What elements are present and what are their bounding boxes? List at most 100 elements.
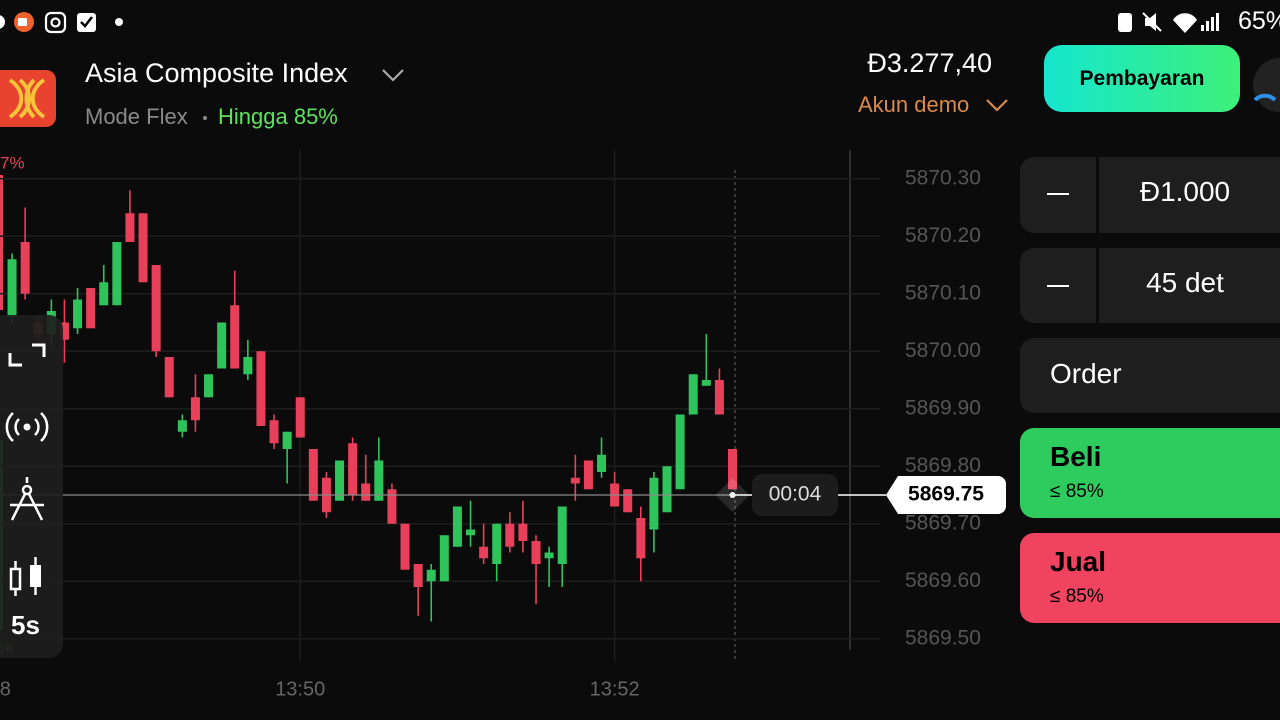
battery-level: 65% xyxy=(1238,7,1280,35)
candle-body xyxy=(439,535,449,582)
sell-payout[interactable]: ≤ 85% xyxy=(1050,586,1104,607)
buy-label[interactable]: Beli xyxy=(1050,441,1102,472)
order-field[interactable] xyxy=(1020,338,1280,413)
candle-body xyxy=(230,305,240,369)
candle-body xyxy=(99,282,109,306)
candle-body xyxy=(492,523,502,564)
candle-body xyxy=(308,449,318,501)
y-tick-label: 5869.60 xyxy=(905,569,981,592)
candle-body xyxy=(361,483,371,501)
candle-body xyxy=(204,374,214,398)
candle-body xyxy=(400,523,410,570)
candle-body xyxy=(177,420,187,432)
candle-body xyxy=(518,523,528,541)
candle-body xyxy=(479,546,489,559)
balance: Đ3.277,40 xyxy=(867,48,992,78)
y-tick-label: 5869.50 xyxy=(905,626,981,649)
trade-mode: Mode Flex xyxy=(85,104,188,129)
asset-name[interactable]: Asia Composite Index xyxy=(85,58,348,88)
account-dropdown[interactable] xyxy=(985,96,1009,114)
sell-sentiment-bar xyxy=(0,175,3,310)
divider xyxy=(1096,157,1099,233)
chart-type-icon[interactable] xyxy=(9,557,41,596)
y-tick-label: 5869.90 xyxy=(905,396,981,419)
candle-body xyxy=(557,506,567,564)
sell-button[interactable] xyxy=(1020,533,1280,623)
candle-body xyxy=(466,529,476,536)
buy-button[interactable] xyxy=(1020,428,1280,518)
toolbar xyxy=(0,315,63,658)
candle-body xyxy=(269,420,279,444)
y-tick-label: 5870.10 xyxy=(905,281,981,304)
status-icons-left xyxy=(0,11,123,34)
asset-logo xyxy=(0,70,56,127)
duration-decrease[interactable] xyxy=(1047,285,1069,287)
candle-body xyxy=(662,466,672,513)
candle-body xyxy=(570,477,580,484)
candle-body xyxy=(688,374,698,415)
candle-body xyxy=(348,443,358,495)
candle-body xyxy=(125,213,135,242)
candle-body xyxy=(138,213,148,283)
x-tick-label: 13:48 xyxy=(0,678,11,700)
candle-body xyxy=(190,397,200,421)
y-tick-label: 5869.80 xyxy=(905,454,981,477)
candle-body xyxy=(335,460,345,501)
candle-body xyxy=(7,259,17,317)
status-icons-right xyxy=(1118,12,1219,33)
y-tick-label: 5870.20 xyxy=(905,224,981,247)
candle-body xyxy=(597,454,607,472)
countdown: 00:04 xyxy=(769,483,822,506)
candle-body xyxy=(282,431,292,449)
sell-label[interactable]: Jual xyxy=(1050,546,1107,577)
deposit-button[interactable]: Pembayaran xyxy=(1044,45,1240,112)
candle-body xyxy=(164,357,174,398)
amount-value[interactable]: Đ1.000 xyxy=(1139,176,1231,207)
candle-body xyxy=(544,552,554,559)
candle-body xyxy=(374,460,384,501)
candle-body xyxy=(256,351,266,426)
price-label-box xyxy=(886,476,1006,514)
asset-dropdown[interactable] xyxy=(381,66,405,84)
amount-field xyxy=(1020,157,1280,233)
grid: 5870.30 5870.20 5870.10 5870.00 5869.90 5869.… xyxy=(0,150,981,700)
countdown-box xyxy=(752,474,838,516)
candle-body xyxy=(728,449,738,490)
candle-body xyxy=(531,541,541,564)
duration-value[interactable]: 45 det xyxy=(1146,267,1224,298)
candle-body xyxy=(701,380,711,386)
candle-body xyxy=(636,518,646,559)
candle-body xyxy=(295,397,305,438)
candle-body xyxy=(413,564,423,587)
candle-body xyxy=(675,414,685,490)
candle-body xyxy=(505,523,515,547)
divider xyxy=(1096,248,1099,323)
candle-body xyxy=(426,569,436,582)
candle-body xyxy=(714,380,724,415)
candle-body xyxy=(387,489,397,524)
drawing-icon[interactable] xyxy=(10,477,44,521)
fullscreen-icon[interactable] xyxy=(8,343,46,367)
amount-decrease[interactable] xyxy=(1047,193,1069,195)
candle-body xyxy=(73,299,83,329)
candle-body xyxy=(20,242,30,294)
y-tick-label: 5869.70 xyxy=(905,511,981,534)
candle-body xyxy=(217,322,227,369)
candle-body xyxy=(583,460,593,490)
buy-payout[interactable]: ≤ 85% xyxy=(1050,481,1104,502)
order-label[interactable]: Order xyxy=(1050,358,1122,389)
account-type[interactable]: Akun demo xyxy=(858,92,970,117)
signals-icon[interactable] xyxy=(5,412,49,442)
profile-button[interactable] xyxy=(1250,50,1280,120)
price-label: 5869.75 xyxy=(908,483,984,506)
timeframe[interactable]: 5s xyxy=(11,610,40,640)
candle-body xyxy=(151,265,161,352)
candle-body xyxy=(243,357,253,375)
separator-dot xyxy=(203,116,207,120)
candle-body xyxy=(452,506,462,547)
sell-sentiment: 7% xyxy=(0,153,25,172)
toolbar-icons xyxy=(5,343,49,596)
